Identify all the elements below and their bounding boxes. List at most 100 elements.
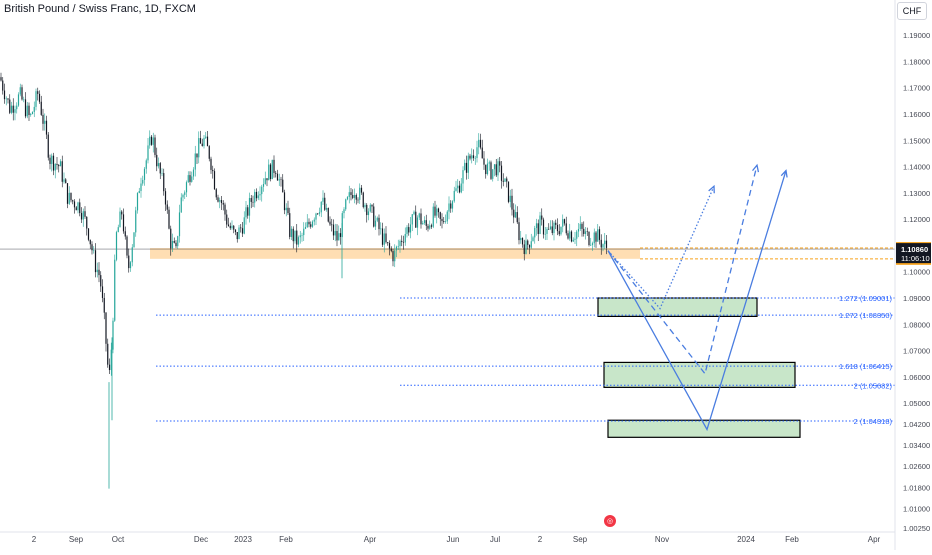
candle-body (227, 224, 230, 226)
candle-body (423, 220, 426, 223)
y-tick-label: 1.15000 (903, 136, 930, 145)
candle-body (600, 239, 602, 248)
projection-arrowhead (780, 169, 788, 178)
candle-body (490, 162, 492, 179)
candle-body (238, 227, 240, 240)
candle-body (51, 155, 53, 164)
candle-body (416, 217, 419, 228)
candle-body (453, 190, 455, 202)
candle-body (5, 98, 7, 100)
candle-body (348, 192, 350, 198)
candle-body (145, 160, 147, 169)
candle-body (535, 223, 538, 229)
candle-body (52, 155, 55, 171)
tradingview-logo-icon[interactable]: ◎ (604, 515, 616, 527)
candle-body (119, 211, 121, 228)
candle-body (343, 209, 345, 214)
candle-body (325, 207, 328, 210)
candle-body (175, 242, 177, 247)
candle-body (483, 158, 485, 165)
candle-body (303, 228, 305, 236)
candle-body (506, 178, 508, 182)
candle-body (364, 204, 366, 208)
x-tick-label: 2024 (737, 535, 755, 544)
candle-body (289, 213, 291, 237)
candle-body (567, 233, 569, 239)
candle-body (549, 226, 552, 230)
candle-body (569, 231, 571, 239)
candle-body (430, 225, 433, 227)
candle-body (462, 170, 464, 184)
candle-body (448, 203, 450, 212)
candle-body (168, 209, 170, 229)
candle-body (467, 155, 469, 173)
candle-body (150, 136, 153, 145)
candle-body (460, 183, 462, 193)
candle-body (439, 212, 441, 219)
candle-body (152, 137, 154, 145)
candle-body (268, 164, 270, 181)
candle-body (114, 259, 116, 321)
x-tick-label: Nov (655, 535, 669, 544)
candle-body (464, 162, 466, 171)
candle-body (128, 255, 130, 269)
candle-body (441, 218, 443, 222)
y-tick-label: 1.13000 (903, 189, 930, 198)
fib-layer: 1.272 (1.09001) 1.272 (1.08350) 1.618 (1.0… (0, 248, 895, 426)
candle-body (7, 98, 9, 100)
y-tick-label: 1.09000 (903, 294, 930, 303)
candle-body (226, 214, 228, 225)
x-tick-label: Jul (490, 535, 500, 544)
candle-body (418, 213, 420, 218)
y-tick-label: 1.06000 (903, 373, 930, 382)
y-tick-label: 1.00250 (903, 524, 930, 533)
candle-body (234, 229, 237, 232)
candle-body (374, 220, 377, 227)
x-tick-label: Feb (785, 535, 799, 544)
candle-body (262, 184, 265, 187)
candle-body (595, 232, 597, 242)
candle-body (373, 206, 375, 227)
candle-body (66, 183, 69, 204)
candle-body (96, 269, 98, 273)
candle-body (287, 207, 289, 214)
y-tick-label: 1.10000 (903, 268, 930, 277)
candle-body (409, 224, 412, 233)
candle-body (357, 199, 359, 201)
candle-body (147, 145, 149, 161)
candle-body (334, 231, 336, 236)
candle-body (30, 113, 32, 115)
candle-body (458, 185, 461, 193)
candle-body (154, 137, 156, 155)
fib-level-label: 1.618 (1.06415) (839, 362, 892, 371)
candle-body (591, 243, 594, 245)
candle-body (49, 157, 51, 164)
candle-body (220, 200, 223, 204)
candle-body (117, 227, 119, 233)
currency-button[interactable]: CHF (897, 2, 927, 20)
candle-body (532, 237, 534, 242)
candle-body (411, 214, 413, 225)
y-tick-label: 1.04200 (903, 420, 930, 429)
candle-body (82, 211, 84, 220)
candle-body (122, 214, 125, 232)
candle-body (457, 185, 459, 189)
candle-body (301, 235, 303, 236)
candle-body (201, 143, 203, 147)
candle-body (444, 221, 447, 222)
candle-body (345, 199, 347, 210)
candle-body (212, 169, 214, 172)
candle-body (385, 233, 387, 243)
fib-level-label: 2 (1.05682) (854, 381, 893, 390)
candle-body (486, 163, 489, 175)
x-tick-label: 2023 (234, 535, 252, 544)
candle-body (280, 179, 282, 180)
candle-body (21, 87, 23, 100)
candle-body (108, 364, 111, 371)
candle-body (565, 223, 567, 234)
candle-body (292, 228, 294, 242)
candle-body (93, 250, 95, 251)
candle-body (103, 297, 105, 313)
